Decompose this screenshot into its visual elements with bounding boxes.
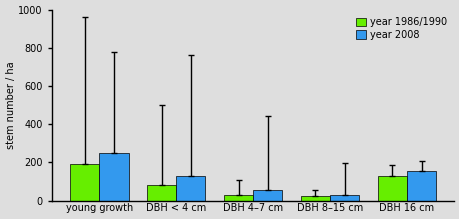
Y-axis label: stem number / ha: stem number / ha — [6, 61, 16, 149]
Bar — [300, 196, 329, 201]
Bar — [252, 190, 282, 201]
Bar — [377, 176, 406, 201]
Bar — [70, 164, 99, 201]
Bar — [406, 171, 435, 201]
Bar — [176, 176, 205, 201]
Bar — [99, 153, 129, 201]
Legend: year 1986/1990, year 2008: year 1986/1990, year 2008 — [352, 14, 448, 43]
Bar — [329, 195, 358, 201]
Bar — [147, 185, 176, 201]
Bar — [224, 195, 252, 201]
